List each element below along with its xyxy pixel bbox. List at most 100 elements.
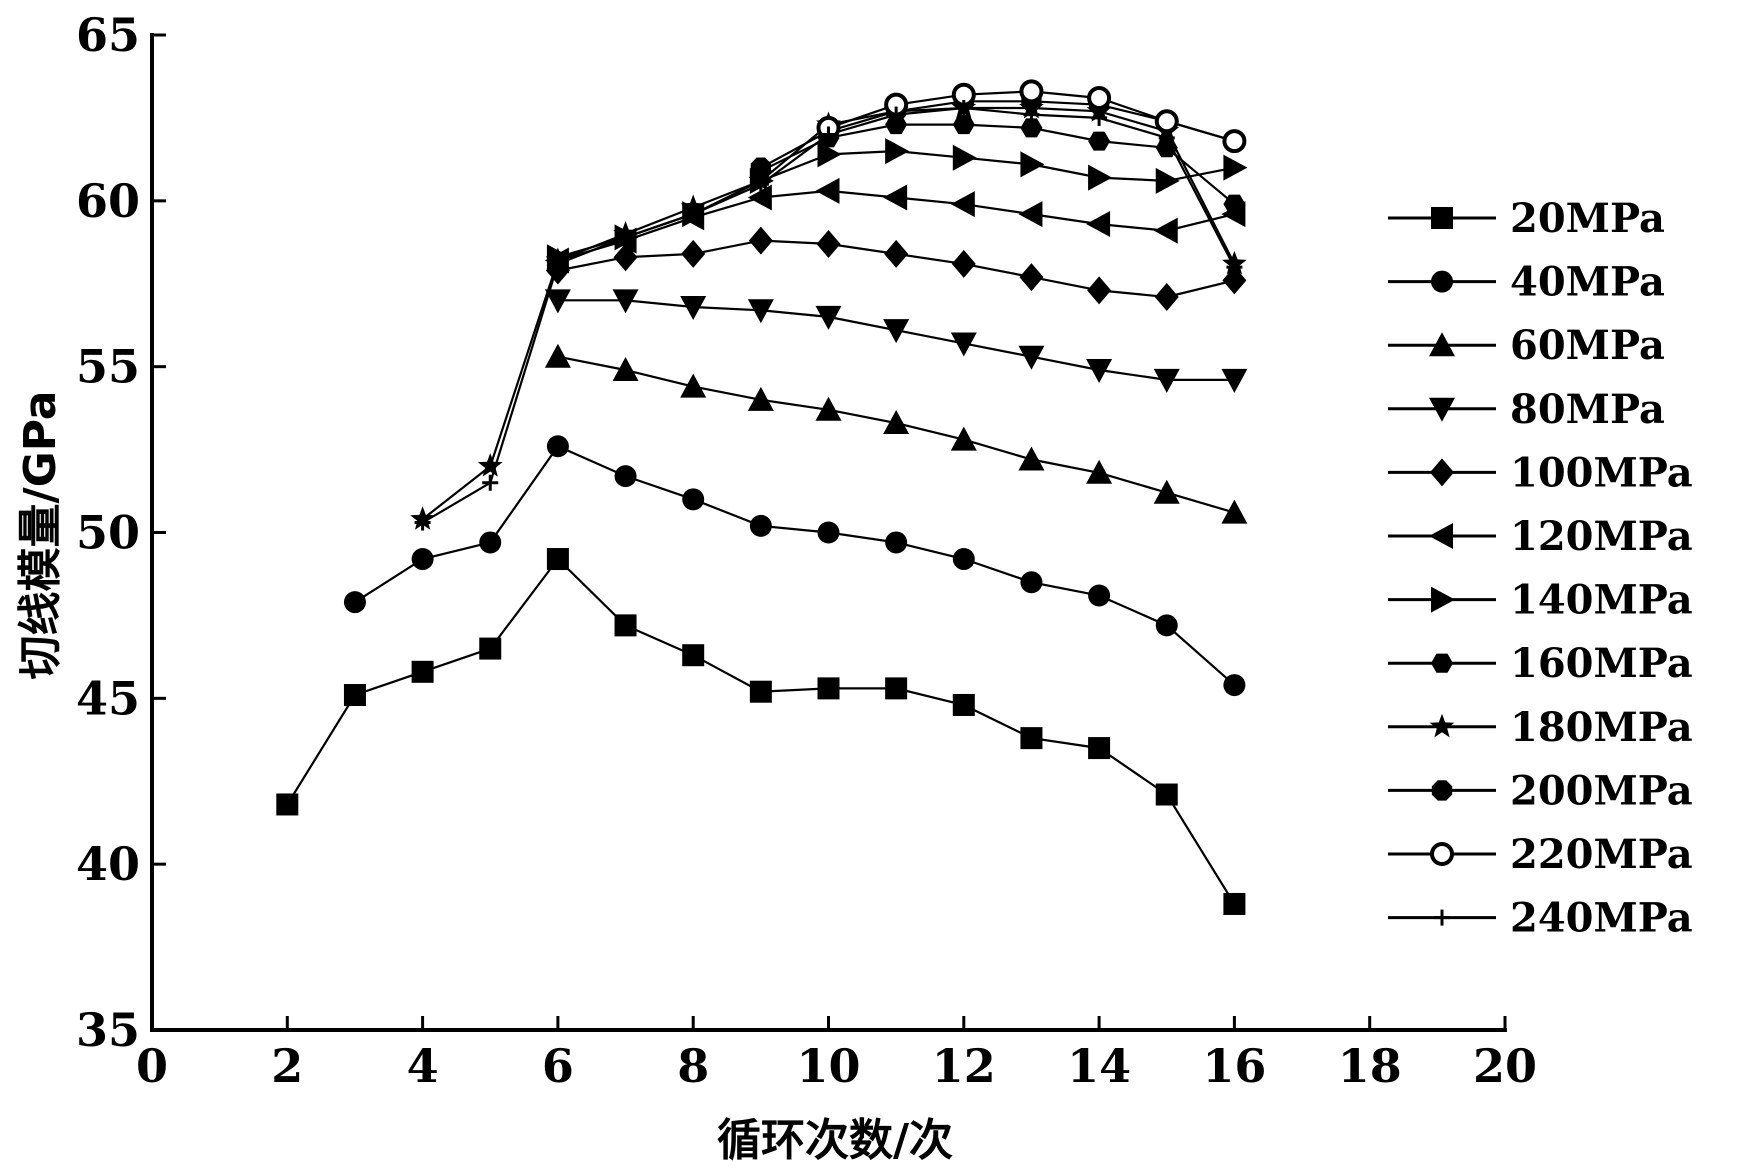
data-point-100mpa: [681, 239, 706, 268]
data-point-100mpa: [1154, 283, 1179, 312]
legend-label: 80MPa: [1510, 386, 1665, 433]
data-point-220mpa: [1222, 129, 1247, 154]
data-point-140mpa: [1155, 167, 1180, 194]
data-point-20mpa: [817, 677, 840, 700]
x-tick-label: 2: [271, 1039, 303, 1093]
data-point-160mpa: [952, 115, 975, 135]
y-tick-label: 45: [76, 671, 140, 725]
series-line-60mpa: [557, 355, 1235, 514]
data-point-20mpa: [479, 637, 502, 660]
data-point-240mpa: [1023, 106, 1040, 123]
x-tick-label: 12: [932, 1039, 996, 1093]
legend-marker: [1430, 458, 1454, 487]
data-point-120mpa: [950, 191, 975, 218]
data-point-240mpa: [1091, 109, 1108, 126]
legend: 20MPa 40MPa 60MPa 80MPa 100MPa 120MPa 140MPa 16…: [1388, 195, 1693, 942]
x-tick-label: 4: [407, 1039, 439, 1093]
x-tick-label: 14: [1067, 1039, 1131, 1093]
legend-label: 100MPa: [1510, 449, 1693, 496]
data-point-60mpa: [1153, 479, 1180, 504]
data-point-20mpa: [1155, 783, 1178, 806]
data-point-120mpa: [815, 177, 840, 204]
data-point-240mpa: [1226, 259, 1243, 276]
data-point-40mpa: [479, 531, 502, 554]
data-point-40mpa: [885, 531, 908, 554]
legend-marker: [1431, 270, 1453, 293]
data-point-120mpa: [747, 184, 772, 211]
data-point-20mpa: [749, 680, 772, 703]
data-point-100mpa: [1222, 266, 1247, 295]
legend-item-20mpa: 20MPa: [1388, 195, 1665, 242]
data-point-100mpa: [1019, 263, 1044, 292]
data-point-100mpa: [816, 229, 841, 258]
data-point-40mpa: [1155, 614, 1178, 637]
data-point-20mpa: [411, 660, 434, 683]
legend-item-240mpa: 240MPa: [1388, 895, 1693, 942]
y-tick-label: 65: [76, 8, 140, 62]
data-point-100mpa: [748, 226, 773, 255]
legend-marker: [1431, 586, 1455, 613]
y-tick-label: 40: [76, 837, 140, 891]
data-point-20mpa: [614, 614, 637, 637]
x-tick-label: 0: [136, 1039, 168, 1093]
data-point-60mpa: [747, 386, 774, 411]
data-point-60mpa: [544, 343, 571, 368]
data-point-240mpa: [955, 99, 972, 116]
legend-marker: [1429, 397, 1455, 422]
data-point-20mpa: [276, 793, 299, 816]
data-point-80mpa: [950, 332, 977, 357]
data-point-20mpa: [952, 693, 975, 716]
series-line-40mpa: [354, 444, 1236, 686]
data-point-80mpa: [747, 299, 774, 324]
data-point-240mpa: [414, 514, 431, 531]
data-point-40mpa: [614, 465, 637, 488]
legend-marker: [1429, 713, 1455, 738]
data-point-40mpa: [817, 521, 840, 544]
data-point-240mpa: [549, 255, 566, 272]
legend-item-80mpa: 80MPa: [1388, 386, 1665, 433]
data-point-40mpa: [411, 548, 434, 571]
data-point-240mpa: [752, 176, 769, 193]
legend-label: 20MPa: [1510, 195, 1665, 242]
data-point-100mpa: [951, 249, 976, 278]
legend-label: 120MPa: [1510, 513, 1693, 560]
data-point-60mpa: [1086, 459, 1113, 484]
data-point-60mpa: [612, 356, 639, 381]
legend-label: 140MPa: [1510, 577, 1693, 624]
data-point-60mpa: [950, 426, 977, 451]
data-point-100mpa: [613, 243, 638, 272]
data-point-20mpa: [546, 548, 569, 571]
legend-item-160mpa: 160MPa: [1388, 640, 1693, 687]
y-tick-label: 35: [76, 1003, 140, 1057]
data-point-160mpa: [1020, 118, 1043, 138]
data-point-220mpa: [1019, 79, 1044, 104]
data-point-220mpa: [1087, 86, 1112, 111]
data-point-160mpa: [1223, 194, 1246, 214]
y-tick-label: 55: [76, 340, 140, 394]
data-point-60mpa: [1018, 446, 1045, 471]
data-point-120mpa: [1086, 211, 1111, 238]
data-point-80mpa: [1086, 358, 1113, 383]
data-point-20mpa: [1020, 727, 1043, 750]
data-point-20mpa: [1223, 892, 1246, 915]
legend-item-200mpa: 200MPa: [1388, 767, 1693, 814]
data-point-80mpa: [1018, 345, 1045, 370]
data-point-240mpa: [685, 206, 702, 223]
legend-marker: [1429, 332, 1455, 357]
axes: 0 2 4 6 8 10 12 14 16 18 20 35 40 45 50 55 60 65: [76, 8, 1537, 1093]
data-point-60mpa: [1221, 499, 1248, 524]
legend-label: 240MPa: [1510, 895, 1693, 942]
series-line-20mpa: [286, 557, 1236, 905]
data-point-40mpa: [1020, 571, 1043, 594]
data-point-80mpa: [544, 289, 571, 314]
data-point-120mpa: [883, 184, 908, 211]
legend-marker: [1430, 842, 1454, 866]
data-point-40mpa: [1088, 584, 1111, 607]
data-point-180mpa: [477, 453, 503, 477]
data-point-80mpa: [680, 295, 707, 320]
legend-label: 60MPa: [1510, 322, 1665, 369]
data-point-40mpa: [546, 435, 569, 458]
legend-item-180mpa: 180MPa: [1388, 704, 1693, 751]
data-point-100mpa: [884, 239, 909, 268]
data-point-80mpa: [815, 305, 842, 330]
